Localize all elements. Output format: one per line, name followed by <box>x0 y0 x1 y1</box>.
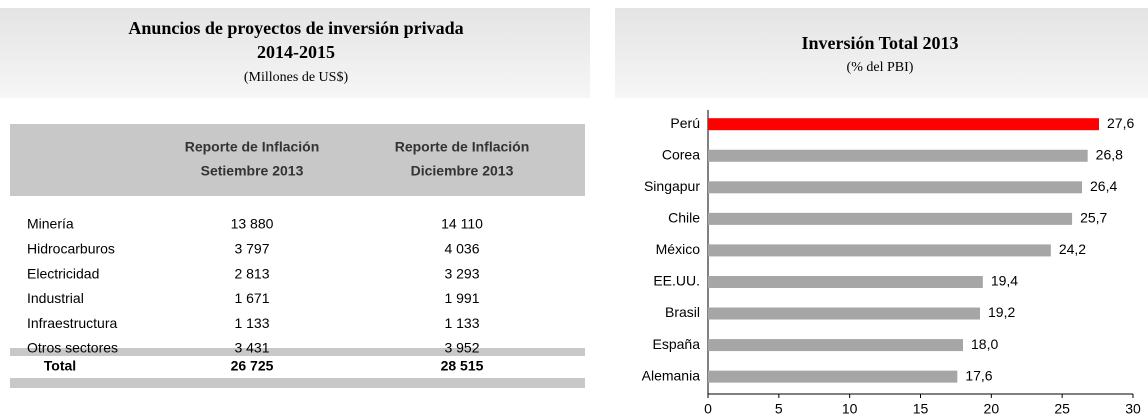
chart-subtitle: (% del PBI) <box>847 60 914 75</box>
data-label: 26,8 <box>1096 146 1123 162</box>
data-label: 24,2 <box>1059 241 1086 257</box>
total-cell: 26 725 <box>231 358 274 374</box>
y-tick-label: Brasil <box>665 304 700 320</box>
chart-title: Inversión Total 2013 <box>801 33 958 53</box>
y-tick-label: México <box>656 241 701 257</box>
y-tick-label: Alemania <box>642 367 701 383</box>
table-cell: 1 133 <box>234 315 269 331</box>
bar <box>708 181 1082 194</box>
row-label: Industrial <box>27 290 84 306</box>
row-label: Infraestructura <box>27 315 117 331</box>
x-tick-label: 15 <box>913 401 929 417</box>
data-label: 26,4 <box>1090 178 1117 194</box>
chart-title-box <box>615 8 1148 98</box>
table-subtitle: (Millones de US$) <box>244 70 349 85</box>
column-header: Diciembre 2013 <box>411 163 514 179</box>
y-tick-label: Singapur <box>644 178 700 194</box>
column-header: Reporte de Inflación <box>185 139 320 155</box>
y-tick-label: España <box>653 336 701 352</box>
bar <box>708 149 1088 162</box>
total-label: Total <box>44 358 76 374</box>
table-footer-bar <box>10 378 585 388</box>
table-cell: 4 036 <box>444 241 479 257</box>
bar <box>708 307 980 320</box>
y-tick-label: Perú <box>670 115 700 131</box>
bar <box>708 275 983 288</box>
y-tick-label: EE.UU. <box>653 273 700 289</box>
bar <box>708 118 1099 131</box>
table-cell: 3 797 <box>234 241 269 257</box>
x-tick-label: 20 <box>984 401 1000 417</box>
bar <box>708 339 963 352</box>
x-tick-label: 0 <box>704 401 712 417</box>
y-tick-label: Chile <box>668 210 700 226</box>
data-label: 19,2 <box>988 304 1015 320</box>
table-title-box <box>0 8 590 98</box>
row-label: Electricidad <box>27 265 99 281</box>
data-label: 25,7 <box>1080 210 1107 226</box>
data-label: 17,6 <box>965 367 992 383</box>
x-tick-label: 5 <box>775 401 783 417</box>
row-label: Hidrocarburos <box>27 241 115 257</box>
bar <box>708 244 1051 257</box>
data-label: 19,4 <box>991 273 1018 289</box>
table-cell: 14 110 <box>441 216 483 232</box>
bar <box>708 370 958 383</box>
data-label: 18,0 <box>971 336 998 352</box>
bar <box>708 212 1073 225</box>
y-tick-label: Corea <box>662 146 700 162</box>
x-tick-label: 25 <box>1054 401 1070 417</box>
total-cell: 28 515 <box>441 358 484 374</box>
x-tick-label: 30 <box>1125 401 1141 417</box>
column-header: Reporte de Inflación <box>395 139 530 155</box>
table-cell: 1 671 <box>234 290 269 306</box>
data-label: 27,6 <box>1107 115 1134 131</box>
row-label: Otros sectores <box>27 340 118 356</box>
table-cell: 13 880 <box>231 216 274 232</box>
table-cell: 2 813 <box>234 265 269 281</box>
x-tick-label: 10 <box>842 401 858 417</box>
column-header: Setiembre 2013 <box>201 163 304 179</box>
table-title: Anuncios de proyectos de inversión priva… <box>128 18 463 38</box>
table-cell: 1 991 <box>444 290 479 306</box>
table-separator <box>10 348 585 356</box>
table-cell: 3 293 <box>444 265 479 281</box>
table-cell: 3 952 <box>444 340 479 356</box>
table-cell: 1 133 <box>444 315 479 331</box>
table-cell: 3 431 <box>234 340 269 356</box>
table-header-box <box>10 124 585 196</box>
table-title: 2014-2015 <box>257 42 335 62</box>
row-label: Minería <box>27 216 74 232</box>
